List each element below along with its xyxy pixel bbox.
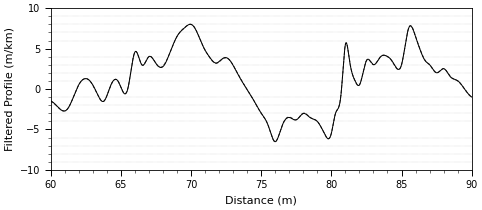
- X-axis label: Distance (m): Distance (m): [225, 196, 297, 206]
- Y-axis label: Filtered Profile (m/km): Filtered Profile (m/km): [4, 27, 14, 151]
